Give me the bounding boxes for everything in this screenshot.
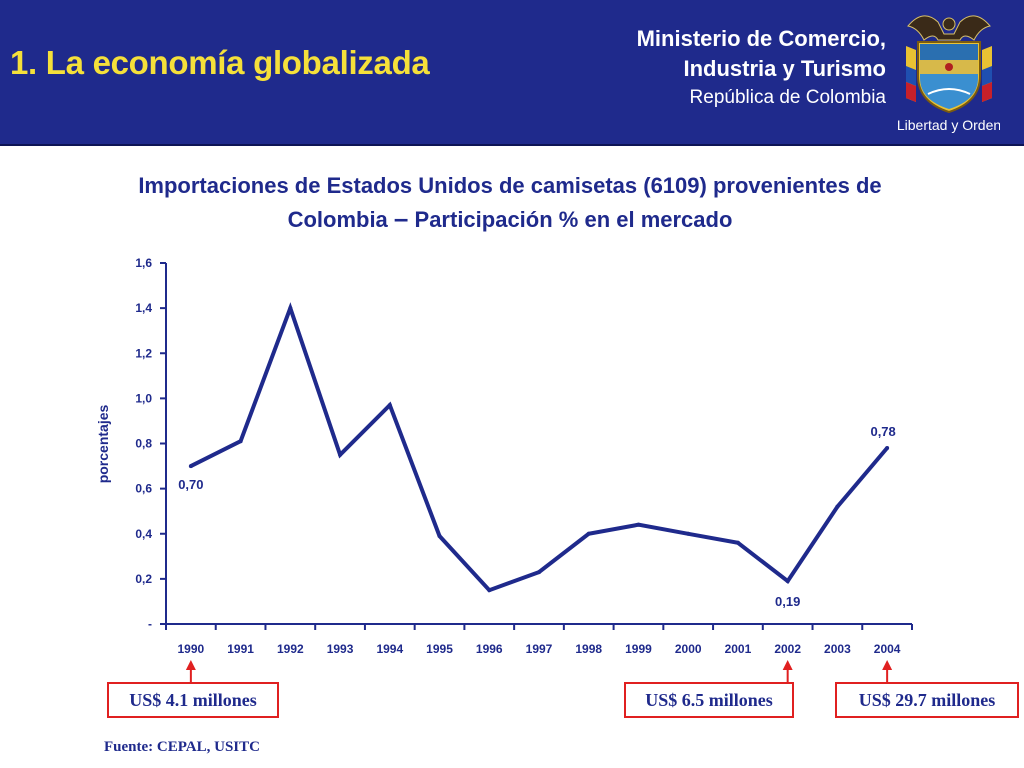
x-tick-label: 1992 <box>277 642 304 656</box>
x-tick-label: 1993 <box>327 642 354 656</box>
y-tick-label: 1,6 <box>135 256 152 270</box>
data-point <box>238 439 243 444</box>
data-point <box>735 540 740 545</box>
slide-header: 1. La economía globalizada Ministerio de… <box>0 0 1024 146</box>
data-point <box>885 446 890 451</box>
callout-arrow-head <box>782 660 793 670</box>
callout-2004: US$ 29.7 millones <box>835 682 1019 718</box>
data-point <box>586 531 591 536</box>
x-tick-label: 1990 <box>178 642 205 656</box>
data-point <box>537 570 541 575</box>
y-tick-label: 1,4 <box>135 301 152 315</box>
data-label: 0,70 <box>178 477 203 492</box>
data-point <box>785 579 790 584</box>
chart-title-dash: – <box>393 203 409 233</box>
x-tick-label: 1995 <box>426 642 453 656</box>
y-tick-label: 0,8 <box>135 437 152 451</box>
condor-icon <box>907 15 991 41</box>
x-tick-label: 1997 <box>526 642 553 656</box>
ministry-block: Ministerio de Comercio, Industria y Turi… <box>637 24 886 112</box>
series-line <box>190 302 889 593</box>
data-point <box>487 588 492 593</box>
chart-title-country: Colombia <box>287 207 388 232</box>
data-point <box>835 504 840 509</box>
ministry-line-3: República de Colombia <box>689 87 886 108</box>
data-labels: 0,70 0,19 0,78 <box>178 424 896 609</box>
data-point <box>338 452 343 457</box>
y-tick-label: - <box>148 617 152 631</box>
chart-series <box>188 302 890 593</box>
y-tick-label: 1,0 <box>135 391 152 405</box>
y-tick-label: 0,2 <box>135 572 152 586</box>
x-tick-label: 2000 <box>675 642 702 656</box>
coat-of-arms-logo: Libertad y Orden <box>898 15 1000 133</box>
y-axis-label: porcentajes <box>95 404 111 483</box>
callout-1990: US$ 4.1 millones <box>107 682 279 718</box>
x-tick-label: 2001 <box>725 642 752 656</box>
data-point <box>437 534 442 539</box>
data-point <box>686 531 691 536</box>
data-point <box>188 464 193 469</box>
callout-arrow-head <box>185 660 196 670</box>
x-tick-label: 1994 <box>376 642 403 656</box>
data-point <box>636 522 641 527</box>
chart-title: Importaciones de Estados Unidos de camis… <box>40 170 980 236</box>
x-tick-label: 2003 <box>824 642 851 656</box>
x-tick-label: 1991 <box>227 642 254 656</box>
chart-title-subtitle: Participación % en el mercado <box>414 207 733 232</box>
ministry-line-2: Industria y Turismo <box>683 56 886 81</box>
x-axis-ticks: 1990 1991 1992 1993 1994 1995 1996 1997 1998 1999… <box>165 624 913 656</box>
x-tick-label: 2002 <box>774 642 801 656</box>
callout-arrow-head <box>882 660 893 670</box>
slide-title: 1. La economía globalizada <box>10 44 430 81</box>
data-label: 0,78 <box>870 424 895 439</box>
data-point <box>288 306 293 311</box>
y-tick-label: 0,6 <box>135 482 152 496</box>
y-tick-label: 1,2 <box>135 346 152 360</box>
x-tick-label: 1998 <box>575 642 602 656</box>
chart-title-line-2: Colombia – Participación % en el mercado <box>40 202 980 236</box>
y-axis-ticks: - 0,2 0,4 0,6 0,8 1,0 1,2 1,4 1,6 <box>135 256 166 631</box>
shield-icon <box>917 41 981 114</box>
chart-title-line-1: Importaciones de Estados Unidos de camis… <box>138 173 882 198</box>
x-tick-label: 1996 <box>476 642 503 656</box>
y-tick-label: 0,4 <box>135 527 152 541</box>
callout-2002: US$ 6.5 millones <box>624 682 794 718</box>
flags-icon <box>906 46 992 102</box>
x-tick-label: 2004 <box>874 642 901 656</box>
source-note: Fuente: CEPAL, USITC <box>104 739 260 755</box>
crest-motto: Libertad y Orden <box>898 117 1000 133</box>
data-label: 0,19 <box>775 594 800 609</box>
callout-arrows <box>185 660 893 682</box>
data-point <box>387 403 392 408</box>
x-tick-label: 1999 <box>625 642 652 656</box>
ministry-line-1: Ministerio de Comercio, <box>636 26 886 51</box>
